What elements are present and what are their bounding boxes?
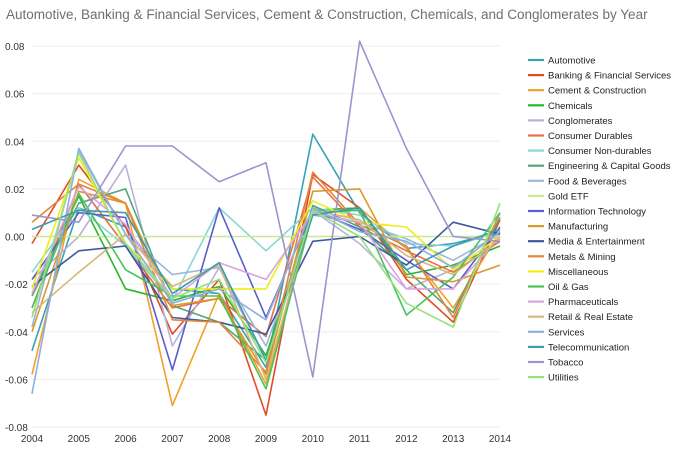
legend-item: Tobacco <box>528 358 583 369</box>
legend-label: Retail & Real Estate <box>548 312 633 323</box>
legend-label: Cement & Construction <box>548 86 646 97</box>
legend-item: Engineering & Capital Goods <box>528 161 671 172</box>
legend-item: Chemicals <box>528 101 593 112</box>
legend-label: Oil & Gas <box>548 282 589 293</box>
legend-item: Telecommunication <box>528 342 629 353</box>
series-line <box>31 192 501 390</box>
legend-item: Banking & Financial Services <box>528 71 671 82</box>
series-line <box>31 195 501 357</box>
legend-item: Cement & Construction <box>528 86 646 97</box>
x-tick-label: 2009 <box>255 434 278 445</box>
x-tick-label: 2014 <box>489 434 512 445</box>
series-lines <box>31 40 501 416</box>
legend-item: Pharmaceuticals <box>528 297 618 308</box>
legend-label: Metals & Mining <box>548 252 616 263</box>
legend-item: Gold ETF <box>528 191 589 202</box>
legend-item: Information Technology <box>528 207 646 218</box>
legend-label: Services <box>548 327 585 338</box>
y-tick-label: -0.06 <box>5 375 28 386</box>
series-line <box>31 188 501 376</box>
x-tick-label: 2010 <box>302 434 325 445</box>
series-line <box>31 171 501 374</box>
y-tick-label: -0.08 <box>5 423 28 434</box>
legend-label: Information Technology <box>548 207 646 218</box>
legend-item: Retail & Real Estate <box>528 312 633 323</box>
legend: Automotive Banking & Financial Services Ce… <box>528 56 671 384</box>
legend-item: Media & Entertainment <box>528 237 645 248</box>
legend-item: Manufacturing <box>528 222 608 233</box>
x-tick-label: 2007 <box>161 434 184 445</box>
x-tick-label: 2006 <box>114 434 137 445</box>
y-tick-label: 0.04 <box>5 137 25 148</box>
x-tick-label: 2012 <box>395 434 418 445</box>
legend-item: Conglomerates <box>528 116 613 127</box>
legend-label: Consumer Durables <box>548 131 633 142</box>
legend-item: Consumer Non-durables <box>528 146 652 157</box>
legend-item: Food & Beverages <box>528 176 627 187</box>
x-tick-label: 2004 <box>21 434 44 445</box>
series-line <box>31 207 501 302</box>
legend-label: Telecommunication <box>548 342 629 353</box>
legend-label: Food & Beverages <box>548 176 627 187</box>
legend-label: Consumer Non-durables <box>548 146 652 157</box>
x-tick-label: 2008 <box>208 434 231 445</box>
legend-label: Manufacturing <box>548 222 608 233</box>
legend-item: Automotive <box>528 56 596 67</box>
legend-label: Utilities <box>548 373 579 384</box>
legend-label: Media & Entertainment <box>548 237 645 248</box>
legend-label: Tobacco <box>548 358 583 369</box>
y-tick-label: 0.02 <box>5 185 25 196</box>
legend-label: Banking & Financial Services <box>548 71 671 82</box>
y-tick-label: 0.00 <box>5 233 25 244</box>
legend-item: Utilities <box>528 373 579 384</box>
x-axis-ticks: 2004 2005 2006 2007 2008 2009 2010 2011 2012 2013… <box>21 434 512 445</box>
series-line <box>31 147 501 394</box>
legend-label: Conglomerates <box>548 116 613 127</box>
legend-item: Services <box>528 327 585 338</box>
y-tick-label: -0.04 <box>5 328 28 339</box>
series-line <box>31 178 501 407</box>
y-tick-label: 0.06 <box>5 90 25 101</box>
legend-item: Metals & Mining <box>528 252 616 263</box>
y-tick-label: 0.08 <box>5 42 25 53</box>
legend-item: Miscellaneous <box>528 267 608 278</box>
legend-label: Engineering & Capital Goods <box>548 161 671 172</box>
legend-label: Pharmaceuticals <box>548 297 618 308</box>
x-tick-label: 2013 <box>442 434 465 445</box>
legend-item: Oil & Gas <box>528 282 589 293</box>
legend-item: Consumer Durables <box>528 131 633 142</box>
legend-label: Chemicals <box>548 101 593 112</box>
legend-label: Gold ETF <box>548 191 589 202</box>
series-line <box>31 176 501 338</box>
x-tick-label: 2011 <box>349 434 371 445</box>
series-line <box>31 152 501 364</box>
y-tick-label: -0.02 <box>5 280 28 291</box>
series-line <box>31 40 501 378</box>
y-axis-ticks: 0.08 0.06 0.04 0.02 0.00 -0.02 -0.04 -0.06 -0.08 <box>5 42 28 434</box>
x-tick-label: 2005 <box>68 434 91 445</box>
legend-label: Miscellaneous <box>548 267 608 278</box>
legend-label: Automotive <box>548 56 596 67</box>
chart-title: Automotive, Banking & Financial Services… <box>6 7 648 22</box>
